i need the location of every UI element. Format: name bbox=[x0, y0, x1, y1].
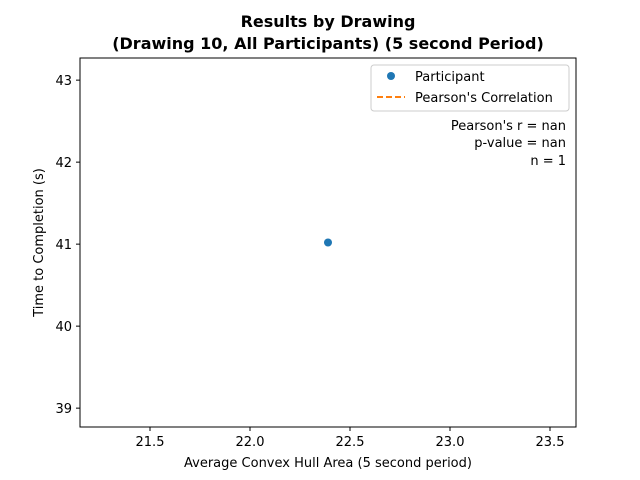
legend: Participant Pearson's Correlation bbox=[370, 64, 570, 112]
plot-area-frame bbox=[79, 57, 577, 428]
x-axis-label: Average Convex Hull Area (5 second perio… bbox=[184, 456, 472, 471]
legend-box bbox=[370, 64, 570, 112]
y-tick-label: 42 bbox=[55, 156, 72, 171]
y-tick-label: 39 bbox=[55, 402, 72, 417]
legend-marker-participant bbox=[387, 72, 395, 80]
n-annotation: n = 1 bbox=[530, 154, 566, 169]
y-tick-label: 41 bbox=[55, 238, 72, 253]
x-tick-label: 23.5 bbox=[536, 435, 565, 450]
p-value-annotation: p-value = nan bbox=[474, 136, 566, 151]
x-tick-label: 23.0 bbox=[436, 435, 465, 450]
x-axis-ticks: 21.5 22.0 22.5 23.0 23.5 bbox=[136, 427, 565, 450]
y-axis-ticks: 39 40 41 42 43 bbox=[55, 74, 80, 417]
legend-label-participant: Participant bbox=[415, 70, 485, 85]
participant-point bbox=[324, 238, 332, 247]
y-tick-label: 43 bbox=[55, 74, 72, 89]
chart-title-line1: Results by Drawing bbox=[241, 12, 416, 31]
y-axis-label: Time to Completion (s) bbox=[32, 168, 47, 318]
chart-title-line2: (Drawing 10, All Participants) (5 second… bbox=[112, 34, 544, 53]
x-tick-label: 21.5 bbox=[136, 435, 165, 450]
legend-label-pearson: Pearson's Correlation bbox=[415, 91, 553, 106]
x-tick-label: 22.5 bbox=[336, 435, 365, 450]
pearson-r-annotation: Pearson's r = nan bbox=[451, 119, 566, 134]
x-tick-label: 22.0 bbox=[236, 435, 265, 450]
data-points bbox=[324, 238, 332, 247]
y-tick-label: 40 bbox=[55, 320, 72, 335]
